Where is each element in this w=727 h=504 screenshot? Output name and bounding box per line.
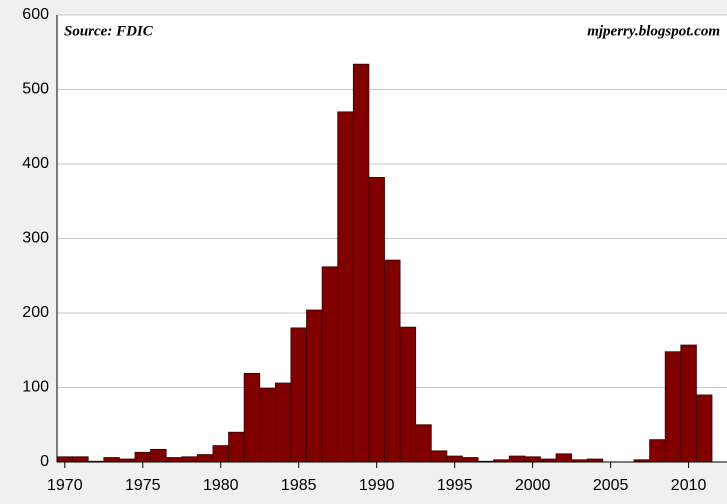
bar: [555, 453, 573, 463]
bar: [72, 456, 89, 463]
bar: [384, 259, 401, 463]
bar: [274, 382, 292, 463]
x-tick-label: 1990: [359, 477, 395, 494]
bar: [696, 394, 713, 463]
x-tick-label: 2005: [593, 477, 629, 494]
bar: [368, 177, 385, 463]
bar: [134, 451, 151, 463]
y-tick-label: 500: [22, 81, 49, 98]
bar: [321, 266, 339, 463]
bar: [352, 63, 370, 463]
x-tick-label: 1970: [47, 477, 83, 494]
bar: [664, 351, 682, 463]
x-tick-label: 1975: [125, 477, 161, 494]
bar: [306, 309, 323, 463]
source-note: Source: FDIC: [64, 23, 154, 39]
bar: [103, 457, 120, 463]
bar: [337, 111, 354, 463]
x-tick-label: 1980: [203, 477, 239, 494]
y-tick-label: 600: [22, 6, 49, 23]
bar: [56, 456, 73, 463]
bar: [446, 455, 463, 463]
credit-note: mjperry.blogspot.com: [587, 23, 720, 39]
bar: [680, 344, 697, 463]
bar: [150, 448, 167, 463]
bar: [181, 456, 198, 463]
bar: [196, 454, 214, 463]
bar: [649, 439, 666, 463]
y-tick-label: 100: [22, 379, 49, 396]
bar: [430, 450, 448, 463]
y-tick-label: 300: [22, 230, 49, 247]
bar: [399, 326, 417, 463]
bar: [228, 431, 245, 463]
x-tick-label: 1995: [437, 477, 473, 494]
y-tick-label: 400: [22, 155, 49, 172]
x-tick-label: 2000: [515, 477, 551, 494]
bar: [243, 372, 261, 463]
bar: [259, 387, 276, 463]
bar: [415, 424, 432, 463]
y-tick-label: 200: [22, 304, 49, 321]
bar: [290, 327, 307, 463]
bar: [165, 457, 183, 463]
y-tick-label: 0: [40, 453, 49, 470]
bar: [508, 455, 526, 463]
bar: [524, 456, 541, 463]
x-tick-label: 1985: [281, 477, 317, 494]
bar: [462, 457, 479, 463]
bar: [212, 445, 229, 463]
x-tick-label: 2010: [671, 477, 707, 494]
